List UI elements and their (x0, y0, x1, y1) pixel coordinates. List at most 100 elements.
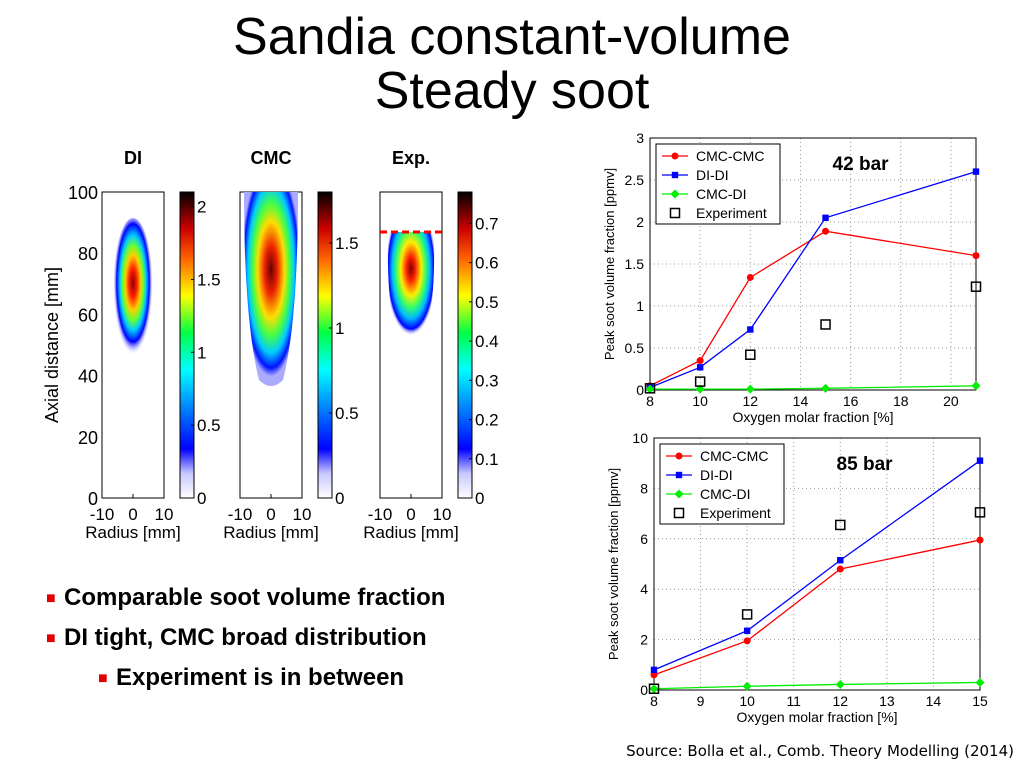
x-axis-label: Oxygen molar fraction [%] (732, 409, 893, 425)
data-point-cmc-di (971, 381, 981, 391)
colorbar-tick-label: 1.5 (197, 270, 221, 289)
legend-label: CMC-DI (696, 186, 747, 202)
data-point-experiment (970, 281, 982, 292)
legend-marker (675, 452, 683, 460)
title-line-2: Steady soot (374, 62, 650, 120)
y-tick-label: 10 (632, 430, 648, 446)
y-tick-label: 0 (640, 682, 648, 698)
legend-marker (670, 189, 680, 199)
x-tick-label: 10 (433, 505, 452, 524)
x-tick-label: 14 (793, 393, 809, 409)
colorbar-tick-label: 1 (197, 343, 206, 362)
x-axis-label: Oxygen molar fraction [%] (736, 709, 897, 725)
y-tick-label: 40 (78, 367, 98, 387)
y-tick-label: 3 (636, 130, 644, 146)
colorbar-tick-label: 0.1 (475, 450, 499, 469)
data-point-cmc-di (649, 684, 659, 694)
plot-frame (653, 437, 981, 691)
colorbar-tick-label: 0.4 (475, 332, 499, 351)
y-tick-label: 80 (78, 244, 98, 264)
x-tick-label: 11 (786, 693, 801, 709)
data-point-di-di (696, 364, 704, 371)
y-tick-label: 20 (78, 428, 98, 448)
data-point-di-di (650, 666, 658, 674)
y-tick-label: 2 (636, 214, 644, 230)
panel-label: CMC (251, 148, 292, 168)
legend-marker (669, 207, 681, 219)
y-tick-label: 4 (640, 581, 648, 597)
x-tick-label: 12 (743, 393, 759, 409)
data-point-experiment (694, 376, 706, 387)
x-tick-label: 9 (697, 693, 705, 709)
x-tick-label: 10 (293, 505, 312, 524)
x-tick-label: 8 (646, 393, 654, 409)
data-point-cmc-cmc (976, 536, 984, 544)
data-point-experiment (644, 383, 656, 394)
legend-marker (671, 152, 679, 160)
x-tick-label: -10 (90, 505, 115, 524)
colorbar-tick-label: 0.5 (197, 416, 221, 435)
data-point-cmc-di (645, 384, 655, 394)
soot-field-cmc (244, 192, 298, 386)
colorbar-tick-label: 0 (335, 489, 344, 508)
data-point-cmc-di (695, 384, 705, 394)
y-axis-label: Axial distance [mm] (42, 267, 62, 423)
y-tick-label: 6 (640, 531, 648, 547)
chart-85-bar: 8 9 10 11 12 13 14 15 0 2 4 6 8 10 CMC-CMC DI-DI CMC-DI E… (606, 430, 988, 725)
colorbar (317, 191, 333, 499)
y-tick-label: 2 (640, 632, 648, 648)
title-line-1: Sandia constant-volume (233, 8, 791, 66)
legend-label: DI-DI (700, 467, 733, 483)
panel-label: Exp. (392, 148, 430, 168)
data-point-cmc-cmc (743, 637, 751, 645)
colorbar-tick-label: 0.5 (335, 404, 359, 423)
bullet-text: DI tight, CMC broad distribution (64, 624, 427, 651)
series-line-cmc-di (653, 681, 981, 690)
x-tick-label: 12 (832, 693, 848, 709)
data-point-di-di (976, 457, 984, 464)
legend-label: CMC-CMC (700, 448, 768, 464)
slide-title: Sandia constant-volume Steady soot (0, 10, 1024, 118)
x-tick-label: 10 (739, 693, 755, 709)
colorbar (179, 191, 195, 499)
x-tick-label: 8 (650, 693, 658, 709)
data-point-experiment (820, 319, 831, 330)
colorbar-tick-label: 1.5 (335, 234, 359, 253)
x-axis-label: Radius [mm] (363, 523, 458, 542)
legend-label: Experiment (696, 205, 767, 221)
data-point-experiment (745, 349, 756, 360)
bullet-marker: ■ (46, 630, 56, 647)
data-point-cmc-cmc (696, 357, 704, 365)
soot-field-exp (387, 232, 435, 354)
x-tick-label: -10 (228, 505, 253, 524)
x-tick-label: 20 (943, 393, 959, 409)
y-tick-label: 1 (636, 298, 644, 314)
bullet-text: Experiment is in between (116, 664, 405, 691)
legend-marker (673, 507, 685, 519)
bullet-marker: ■ (98, 670, 108, 687)
pressure-annotation: 85 bar (837, 454, 894, 475)
y-axis-label: Peak soot volume fraction [ppmv] (606, 468, 621, 660)
data-point-cmc-cmc (746, 273, 754, 281)
series-line-di-di (653, 460, 981, 671)
y-tick-label: 2.5 (625, 172, 645, 188)
data-point-cmc-cmc (836, 565, 844, 573)
pressure-annotation: 42 bar (833, 154, 890, 175)
data-point-di-di (743, 627, 751, 634)
data-point-cmc-di (742, 681, 752, 691)
legend-label: Experiment (700, 505, 771, 521)
colorbar-tick-label: 0.2 (475, 411, 499, 430)
plot-frame (649, 137, 977, 391)
data-point-di-di (822, 214, 829, 221)
data-point-di-di (747, 326, 754, 333)
data-point-cmc-di (975, 677, 985, 687)
x-tick-label: 16 (843, 393, 859, 409)
colorbar (457, 191, 473, 499)
data-point-cmc-cmc (822, 227, 830, 235)
data-point-di-di (972, 168, 980, 175)
y-tick-label: 1.5 (625, 256, 645, 272)
data-point-cmc-di (745, 384, 755, 394)
data-point-experiment (974, 507, 986, 518)
y-tick-label: 0.5 (625, 340, 645, 356)
y-tick-label: 0 (636, 382, 644, 398)
